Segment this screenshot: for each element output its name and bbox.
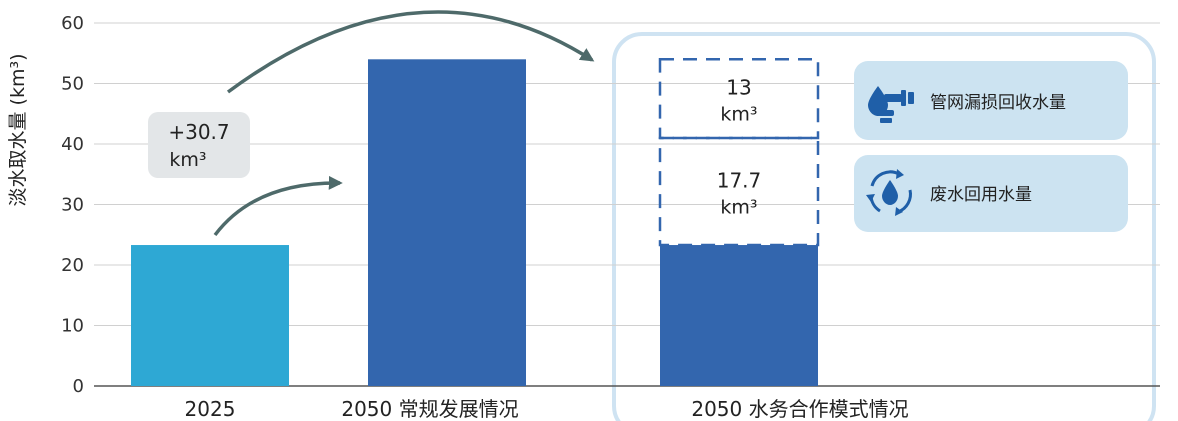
y-tick-label: 10: [61, 316, 84, 337]
annotation-value: +30.7: [168, 120, 229, 144]
arrow-2025-to-2050: [213, 175, 343, 237]
segment-unit-label: km³: [720, 196, 757, 218]
y-tick-label: 50: [61, 74, 84, 95]
x-tick-label: 2025: [185, 397, 236, 421]
dashed-segment-0: [658, 136, 820, 247]
y-tick-label: 60: [61, 13, 84, 34]
annotation-unit: km³: [169, 149, 206, 171]
y-tick-label: 40: [61, 134, 84, 155]
legend-box-recycle: [854, 155, 1128, 232]
segment-value-label: 13: [726, 76, 751, 100]
increase-annotation: +30.7 km³: [148, 112, 250, 178]
y-tick-label: 30: [61, 195, 84, 216]
water-drop-faucet-icon: [868, 86, 914, 123]
bar-1: [368, 59, 526, 387]
segment-value-label: 17.7: [717, 168, 762, 192]
x-tick-label: 2050 常规发展情况: [341, 397, 518, 421]
legend-item-recycle: 废水回用水量: [854, 155, 1128, 232]
water-recycle-icon: [866, 169, 912, 216]
dashed-segment-1: [658, 58, 820, 140]
legend-label-leakage: 管网漏损回收水量: [930, 93, 1066, 113]
legend-box-leakage: [854, 61, 1128, 140]
arrow-2050-to-panel: [226, 10, 595, 94]
legend-label-recycle: 废水回用水量: [930, 185, 1032, 205]
bar-2: [660, 245, 818, 386]
scenario-panel: [612, 32, 1156, 421]
annotation-box: [148, 112, 250, 178]
y-tick-label: 0: [73, 376, 84, 397]
legend-item-leakage: 管网漏损回收水量: [854, 61, 1128, 140]
y-axis-label: 淡水取水量 (km³): [7, 54, 29, 207]
segment-unit-label: km³: [720, 104, 757, 126]
bar-0: [131, 245, 289, 386]
y-tick-label: 20: [61, 255, 84, 276]
x-tick-label: 2050 水务合作模式情况: [691, 397, 908, 421]
